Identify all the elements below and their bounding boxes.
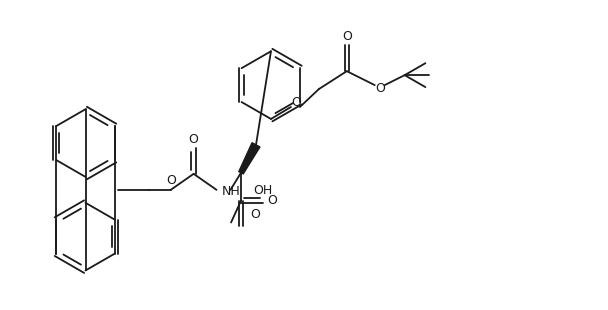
Text: O: O — [375, 82, 385, 95]
Text: O: O — [188, 132, 199, 145]
Text: O: O — [250, 208, 260, 221]
Polygon shape — [239, 143, 260, 174]
Text: O: O — [342, 30, 352, 43]
Text: O: O — [166, 175, 176, 187]
Text: NH: NH — [221, 185, 240, 198]
Text: O: O — [291, 95, 301, 108]
Text: O: O — [267, 194, 277, 207]
Text: OH: OH — [254, 184, 272, 197]
